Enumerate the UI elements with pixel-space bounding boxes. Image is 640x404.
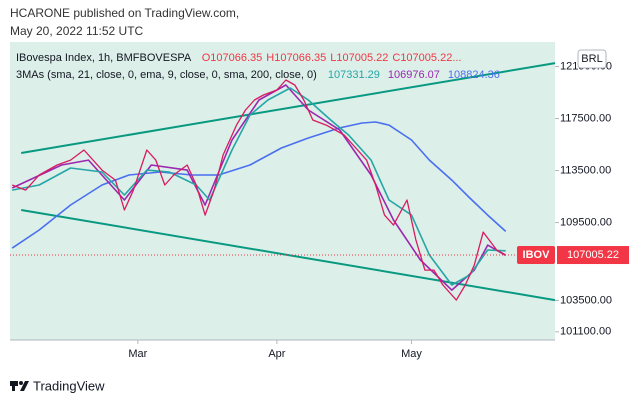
price-badge (557, 246, 629, 265)
indicator-legend: 3MAs (sma, 21, close, 0, ema, 9, close, … (16, 69, 500, 81)
price-badge-text: 107005.22 (567, 249, 619, 261)
footer-brand: TradingView (33, 378, 105, 393)
currency-label: BRL (581, 53, 602, 65)
y-tick-label: 113500.00 (560, 164, 611, 176)
price-line (11, 79, 507, 301)
y-tick-label: 101100.00 (560, 326, 611, 338)
ohlc-value: H107066.35 (266, 52, 326, 64)
footer-logo (10, 381, 29, 391)
x-tick-label: Apr (268, 348, 285, 360)
legend-title: IBovespa Index, 1h, BMFBOVESPA (16, 52, 192, 64)
ohlc-value: O107066.35 (202, 52, 263, 64)
trend-line (21, 209, 556, 302)
moving-average (12, 87, 506, 286)
symbol-badge (517, 246, 555, 265)
indicator-label: 3MAs (sma, 21, close, 0, ema, 9, close, … (16, 69, 317, 81)
currency-box (577, 49, 607, 69)
moving-average (11, 84, 507, 291)
ohlc-value: C107005.22... (392, 52, 461, 64)
ohlc-value: L107005.22 (330, 52, 388, 64)
indicator-value: 108824.36 (448, 69, 500, 81)
y-tick-label: 117500.00 (560, 112, 611, 124)
x-tick-label: Mar (128, 348, 147, 360)
publish-date: May 20, 2022 11:52 UTC (10, 24, 144, 38)
y-tick-label: 109500.00 (560, 217, 612, 229)
publisher: HCARONE published on TradingView.com, (10, 6, 239, 20)
symbol-legend: IBovespa Index, 1h, BMFBOVESPA O107066.3… (16, 52, 462, 64)
x-tick-label: May (401, 348, 422, 360)
indicator-value: 107331.29 (328, 69, 380, 81)
y-tick-label: 103500.00 (560, 295, 612, 307)
trend-line (21, 62, 556, 154)
symbol-badge-text: IBOV (523, 249, 551, 261)
indicator-value: 106976.07 (388, 69, 440, 81)
